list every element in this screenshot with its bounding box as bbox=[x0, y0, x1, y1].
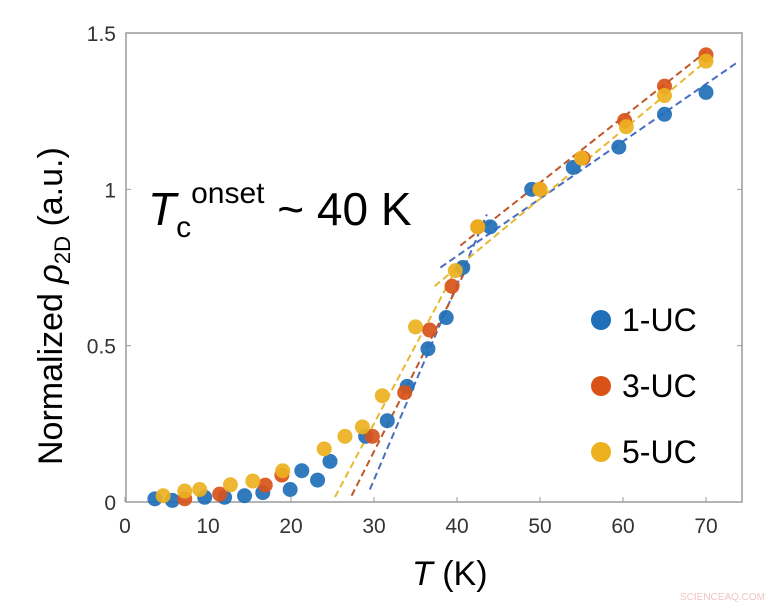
y-tick-label: 1.5 bbox=[87, 23, 116, 46]
fit-line-3-UC bbox=[459, 50, 707, 247]
x-axis-label: T (K) bbox=[412, 555, 488, 593]
data-point-1-UC bbox=[657, 106, 672, 122]
data-point-3-UC bbox=[444, 278, 460, 294]
data-point-1-UC bbox=[282, 481, 298, 497]
data-point-1-UC bbox=[294, 463, 310, 479]
data-point-3-UC bbox=[364, 428, 380, 444]
y-tick-label: 0 bbox=[104, 492, 116, 515]
x-tick-label: 10 bbox=[196, 515, 219, 538]
data-point-5-UC bbox=[316, 441, 332, 457]
y-tick-label: 0.5 bbox=[87, 336, 116, 359]
x-tick-label: 50 bbox=[528, 515, 551, 538]
plot-frame bbox=[125, 32, 743, 503]
legend-marker-3-UC bbox=[591, 376, 611, 396]
legend-label: 1-UC bbox=[622, 302, 697, 338]
data-point-5-UC bbox=[245, 473, 261, 489]
data-point-1-UC bbox=[310, 472, 326, 488]
data-point-5-UC bbox=[618, 119, 634, 135]
data-point-1-UC bbox=[322, 453, 338, 469]
data-point-3-UC bbox=[422, 322, 438, 338]
x-tick-label: 20 bbox=[279, 515, 302, 538]
data-point-1-UC bbox=[698, 84, 714, 100]
legend-marker-1-UC bbox=[591, 310, 611, 330]
data-point-3-UC bbox=[397, 385, 413, 401]
legend-label: 3-UC bbox=[622, 368, 697, 404]
data-point-5-UC bbox=[374, 388, 390, 404]
data-point-5-UC bbox=[408, 319, 423, 335]
x-tick-label: 70 bbox=[694, 515, 717, 538]
watermark: SCIENCEAQ.COM bbox=[680, 592, 765, 603]
data-point-5-UC bbox=[447, 263, 463, 279]
data-point-1-UC bbox=[379, 413, 395, 429]
data-point-1-UC bbox=[482, 219, 498, 235]
data-point-5-UC bbox=[192, 481, 208, 497]
x-tick-label: 30 bbox=[362, 515, 385, 538]
data-point-5-UC bbox=[155, 488, 171, 504]
data-point-5-UC bbox=[470, 219, 486, 235]
fit-line-1-UC bbox=[439, 60, 740, 269]
data-point-3-UC bbox=[212, 486, 228, 502]
data-point-1-UC bbox=[611, 139, 627, 155]
data-point-5-UC bbox=[222, 477, 238, 493]
x-tick-label: 40 bbox=[445, 515, 468, 538]
data-point-5-UC bbox=[574, 150, 589, 166]
data-point-5-UC bbox=[698, 53, 714, 69]
y-axis-label: Normalized ρ2D (a.u.) bbox=[32, 147, 75, 465]
data-point-1-UC bbox=[420, 341, 436, 357]
data-point-1-UC bbox=[438, 310, 454, 326]
data-point-5-UC bbox=[275, 463, 291, 479]
annotation-tc-onset: Tconset ~ 40 K bbox=[148, 177, 412, 244]
data-point-1-UC bbox=[237, 488, 253, 504]
data-point-5-UC bbox=[657, 88, 672, 104]
data-point-5-UC bbox=[177, 483, 193, 499]
fit-line-3-UC bbox=[350, 260, 472, 497]
data-point-5-UC bbox=[354, 419, 370, 435]
data-point-5-UC bbox=[532, 181, 548, 197]
fit-line-5-UC bbox=[334, 260, 462, 498]
data-point-5-UC bbox=[337, 428, 353, 444]
x-tick-label: 60 bbox=[611, 515, 634, 538]
legend-label: 5-UC bbox=[622, 434, 697, 470]
y-tick-label: 1 bbox=[104, 179, 116, 202]
legend-marker-5-UC bbox=[591, 442, 611, 462]
data-point-3-UC bbox=[257, 477, 273, 493]
x-tick-label: 0 bbox=[119, 515, 131, 538]
